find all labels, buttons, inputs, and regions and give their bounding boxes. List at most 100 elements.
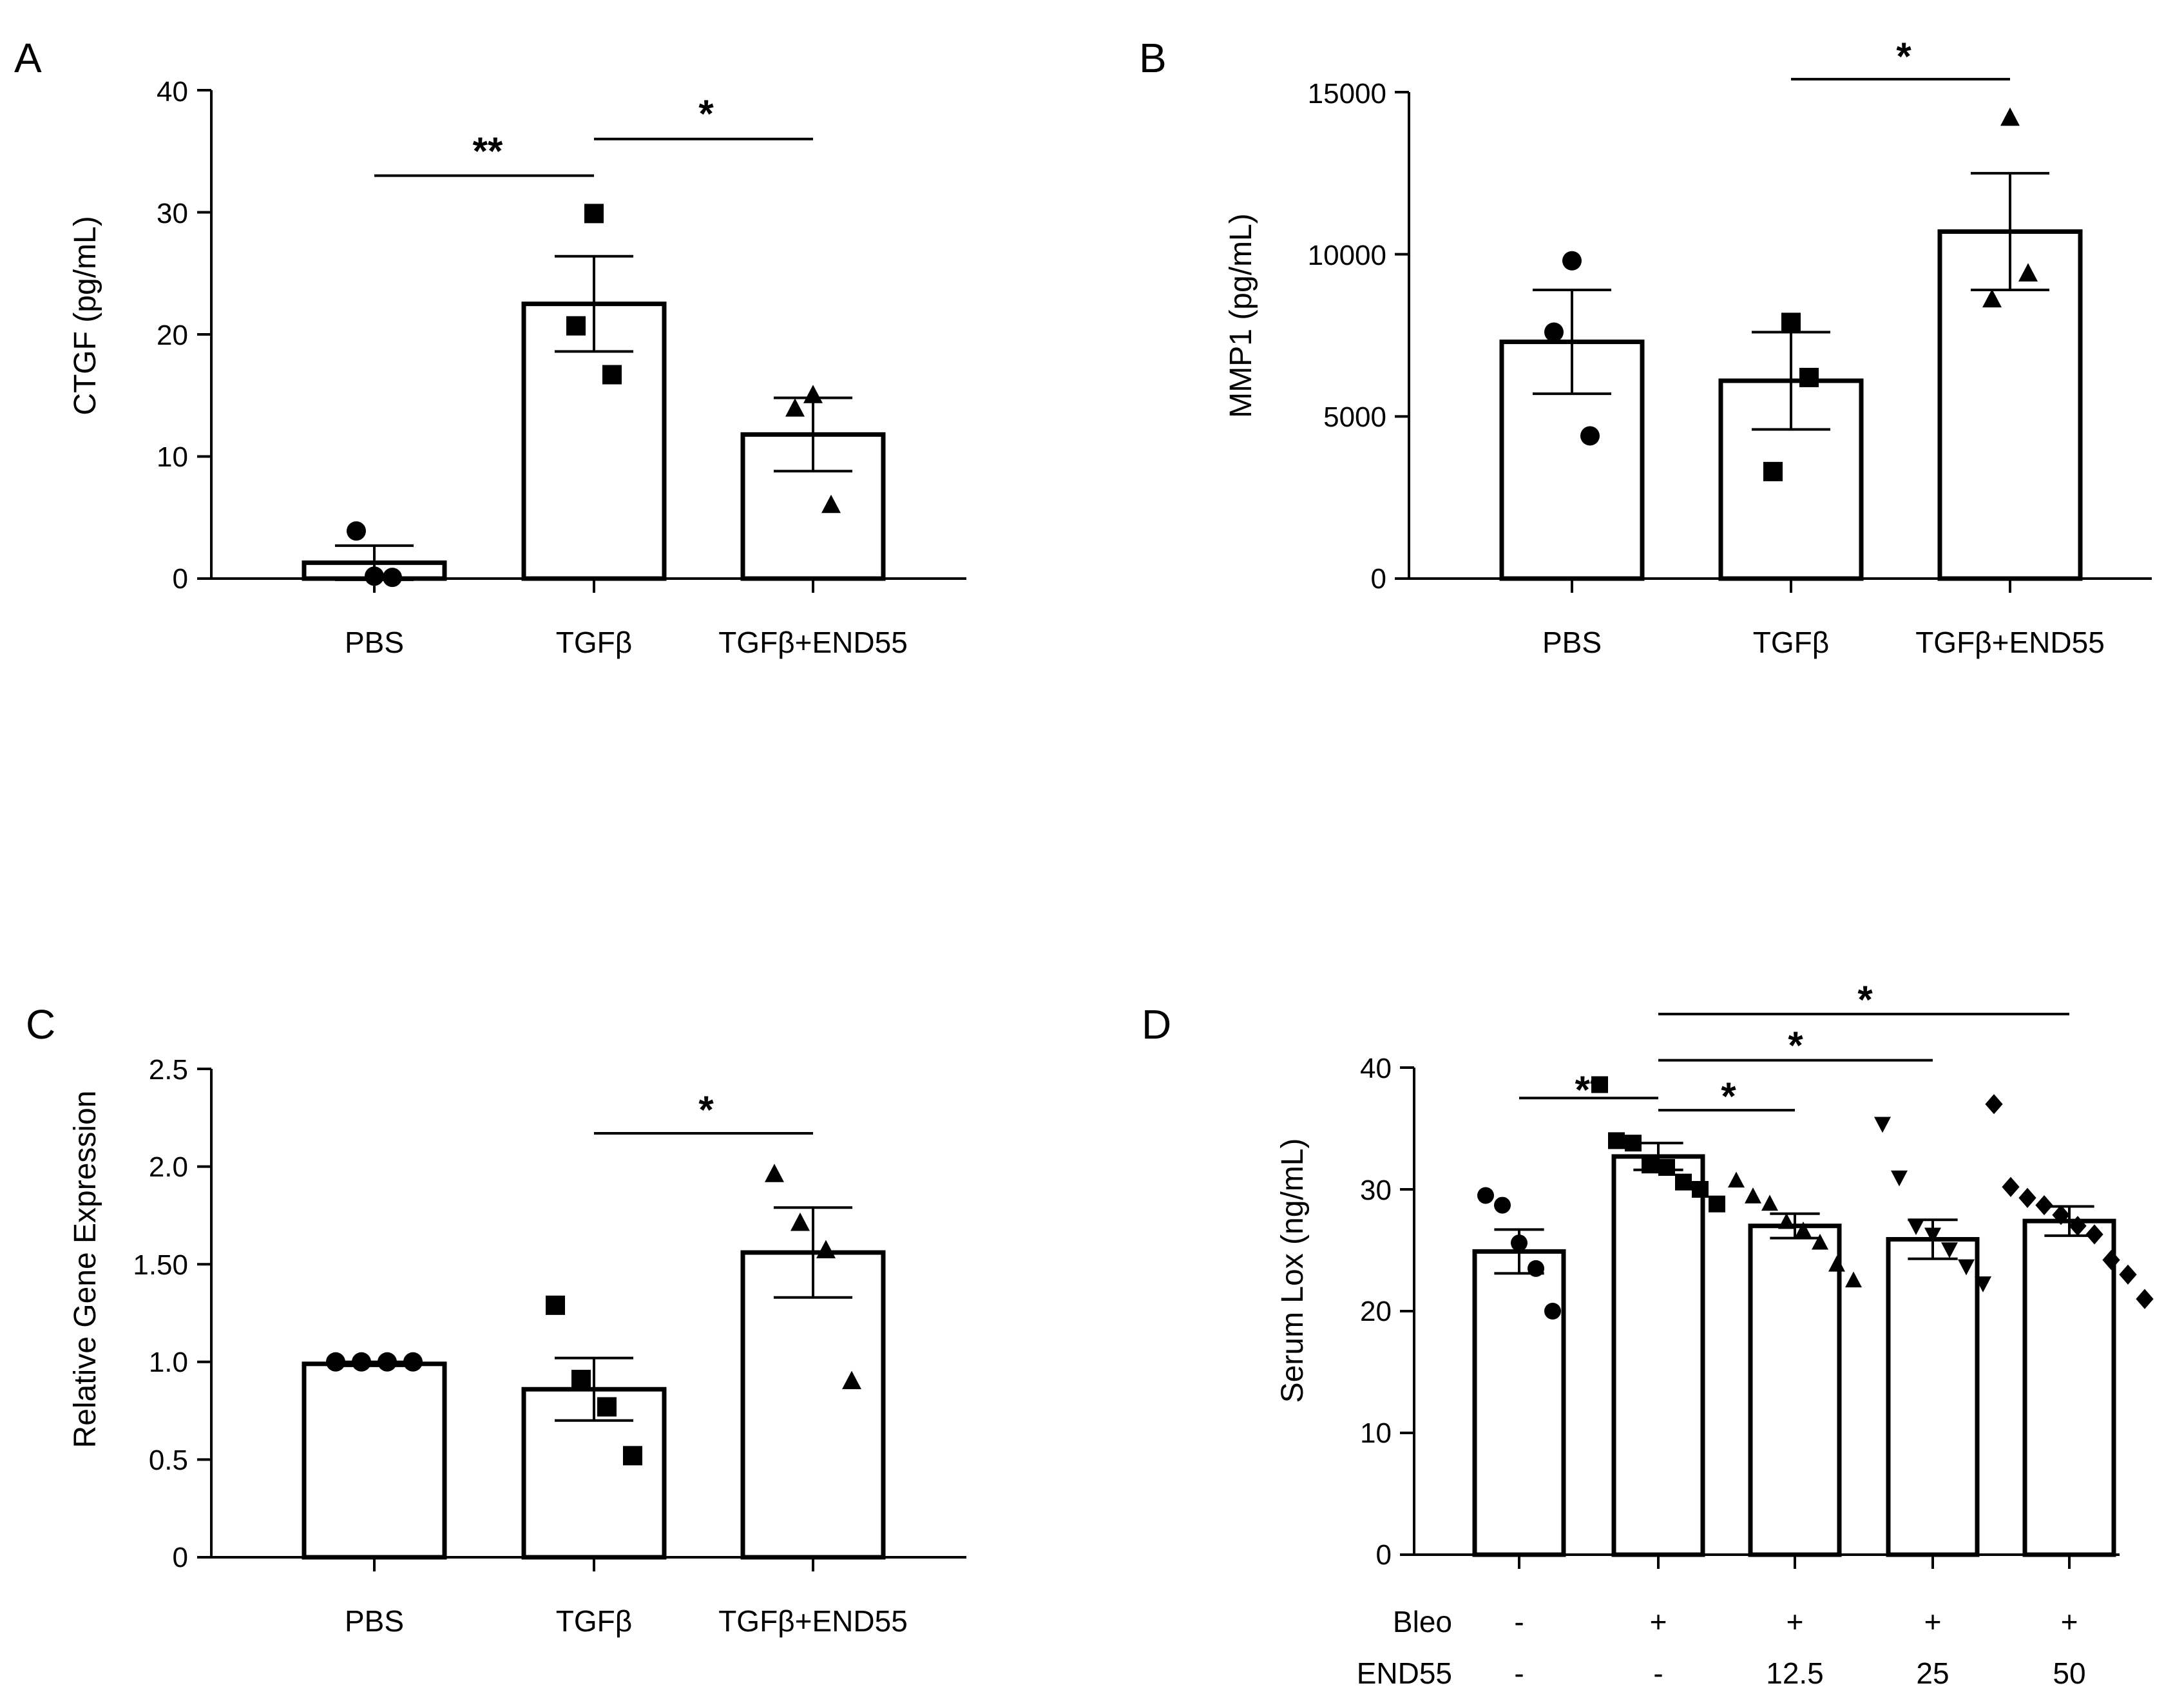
end55-dose: 12.5 (1766, 1656, 1824, 1690)
data-point (571, 1370, 591, 1390)
bleo-value: + (1650, 1605, 1667, 1638)
data-point (1580, 426, 1600, 446)
data-point (2035, 1195, 2053, 1216)
y-tick-label: 10 (1360, 1417, 1392, 1449)
bleo-value: + (1786, 1605, 1804, 1638)
data-point (1975, 1276, 1991, 1292)
data-point (1658, 1158, 1675, 1176)
data-point (1799, 367, 1819, 387)
bar (1611, 1154, 1705, 1557)
data-point (1982, 289, 2002, 308)
data-point (1795, 1221, 1812, 1238)
x-category-label: TGFβ (556, 626, 632, 659)
data-point (2085, 1224, 2103, 1245)
row-label-bleo: Bleo (1393, 1605, 1452, 1638)
y-axis-label: MMP1 (pg/mL) (1224, 213, 1258, 418)
y-tick-label: 0 (173, 1542, 188, 1573)
row-label-end55: END55 (1357, 1656, 1452, 1690)
data-point (2052, 1205, 2070, 1225)
data-point (378, 1352, 397, 1372)
data-point (602, 365, 622, 385)
data-point (1692, 1181, 1709, 1198)
y-tick-label: 2.0 (149, 1151, 188, 1183)
data-point (326, 1352, 345, 1372)
data-point (1985, 1094, 2003, 1115)
data-point (816, 1240, 836, 1258)
data-point (1812, 1233, 1828, 1250)
bar (740, 432, 886, 581)
data-point (2119, 1264, 2137, 1285)
data-point (1528, 1260, 1544, 1277)
data-point (347, 521, 366, 541)
data-point (1642, 1157, 1658, 1174)
x-category-label: PBS (345, 626, 404, 659)
y-axis-label: Serum Lox (ng/mL) (1276, 1138, 1310, 1403)
y-tick-label: 10000 (1308, 240, 1386, 271)
data-point (1625, 1135, 1642, 1152)
bar (1748, 1224, 1842, 1557)
data-point (546, 1295, 565, 1315)
data-point (1941, 1242, 1958, 1258)
data-point (765, 1164, 784, 1182)
data-point (803, 385, 823, 403)
bar (740, 1250, 886, 1560)
x-category-label: TGFβ (556, 1604, 632, 1638)
data-point (1828, 1255, 1845, 1272)
data-point (1874, 1117, 1891, 1133)
x-category-label: TGFβ+END55 (718, 626, 908, 659)
bleo-value: + (2061, 1605, 2078, 1638)
y-tick-label: 0.5 (149, 1445, 188, 1476)
data-point (383, 568, 402, 588)
panel-letter-c: C (26, 1001, 55, 1048)
x-category-label: TGFβ+END55 (718, 1604, 908, 1638)
data-point (1591, 1076, 1608, 1093)
end55-dose: - (1514, 1656, 1524, 1690)
y-axis-label: CTGF (pg/mL) (68, 216, 102, 415)
data-point (1924, 1227, 1941, 1244)
y-tick-label: 40 (157, 76, 188, 108)
y-tick-label: 20 (157, 320, 188, 351)
data-point (2018, 263, 2038, 282)
panel-b: B MMP1 (pg/mL) 15000 10000 5000 0 PBS TG… (1139, 35, 2152, 659)
data-point (584, 204, 604, 224)
data-point (365, 566, 384, 586)
bar (302, 1361, 447, 1560)
data-point (2102, 1250, 2120, 1271)
y-tick-label: 40 (1360, 1053, 1392, 1084)
significance-label: * (1896, 35, 1911, 78)
x-category-label: TGFβ+END55 (1915, 626, 2105, 659)
data-point (403, 1352, 423, 1372)
data-point (1608, 1132, 1625, 1149)
data-point (1908, 1219, 1924, 1235)
bar (2022, 1218, 2116, 1557)
data-point (597, 1397, 617, 1417)
y-tick-label: 30 (1360, 1175, 1392, 1206)
y-tick-label: 2.5 (149, 1054, 188, 1086)
panel-letter-b: B (1139, 35, 1167, 81)
y-tick-label: 1.0 (149, 1347, 188, 1378)
significance-label: * (698, 1088, 714, 1131)
data-point (1544, 1303, 1561, 1320)
data-point (1728, 1171, 1745, 1188)
y-tick-label: 0 (1376, 1539, 1392, 1571)
data-point (1763, 461, 1783, 481)
data-point (1958, 1259, 1975, 1276)
significance-label: * (698, 92, 714, 135)
data-point (1745, 1187, 1761, 1204)
end55-dose: 25 (1916, 1656, 1949, 1690)
data-point (1761, 1195, 1778, 1211)
y-tick-label: 30 (157, 198, 188, 229)
data-point (623, 1446, 642, 1466)
x-category-label: TGFβ (1753, 626, 1829, 659)
data-point (790, 1213, 810, 1231)
data-point (2136, 1289, 2154, 1309)
bar (1472, 1249, 1566, 1557)
y-tick-label: 0 (173, 563, 188, 595)
data-point (1675, 1173, 1692, 1191)
data-point (1562, 251, 1582, 271)
data-point (1544, 322, 1564, 342)
panel-c: C Relative Gene Expression 2.5 2.0 1.50 … (26, 1001, 966, 1638)
y-tick-label: 20 (1360, 1296, 1392, 1327)
panel-a: A CTGF (pg/mL) 40 30 20 10 0 PBS TGFβ TG… (14, 35, 966, 659)
